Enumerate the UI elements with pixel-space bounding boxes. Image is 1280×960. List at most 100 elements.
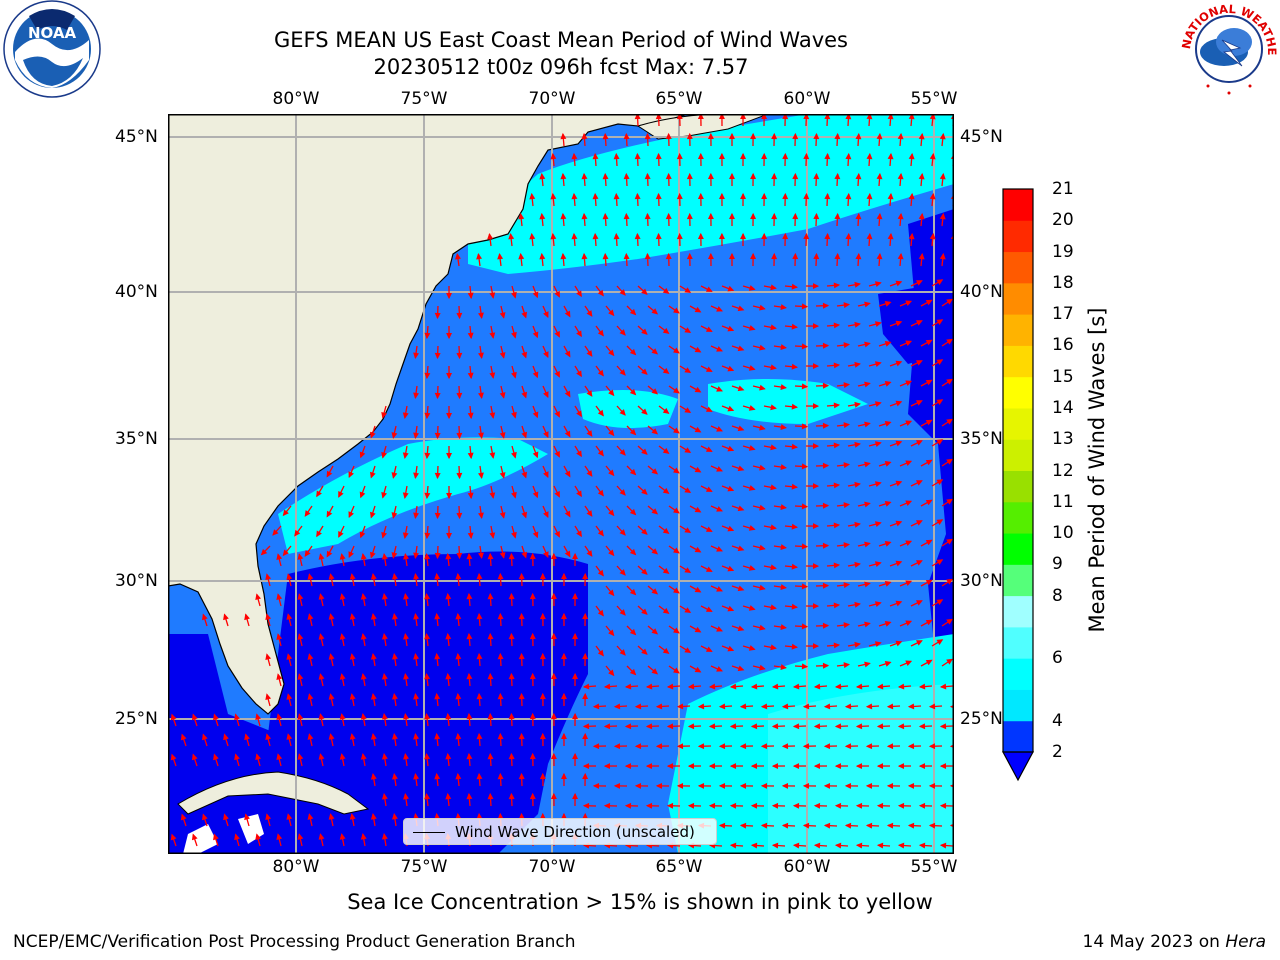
wave-period-map — [168, 114, 954, 854]
wave-arrow-head — [673, 467, 680, 474]
wave-arrow-head — [478, 512, 484, 520]
wave-arrow-head — [833, 282, 841, 289]
wave-arrow-head — [297, 673, 304, 680]
wave-arrow-head — [446, 532, 453, 540]
wave-arrow-head — [582, 692, 589, 700]
wave-arrow-head — [543, 351, 549, 359]
wave-arrow-head — [339, 633, 346, 640]
wave-arrow-head — [792, 212, 799, 220]
wave-arrow-head — [727, 405, 735, 412]
wave-arrow-head — [276, 753, 283, 760]
wave-arrow-head — [684, 487, 692, 493]
wave-arrow-head — [665, 212, 672, 220]
wave-arrow-head — [467, 492, 474, 500]
wave-arrow-head — [936, 599, 944, 605]
wave-arrow-head — [554, 410, 560, 418]
wave-arrow-head — [718, 782, 726, 789]
wave-arrow-head — [843, 542, 851, 549]
wave-arrow-head — [864, 421, 871, 428]
wave-arrow-head — [369, 551, 376, 559]
wave-arrow-head — [897, 723, 905, 730]
wave-arrow-head — [833, 522, 841, 529]
wave-arrow-head — [497, 772, 504, 780]
lon-tick-bottom-60w: 60°W — [783, 857, 831, 877]
wave-arrow-head — [381, 491, 387, 499]
wave-arrow-head — [455, 732, 462, 740]
cyan-region-southeast-inner — [768, 684, 954, 854]
wave-arrow-head — [576, 490, 582, 498]
wave-arrow-head — [686, 252, 693, 260]
wave-arrow-head — [750, 763, 758, 770]
wave-arrow-head — [651, 588, 659, 595]
wave-arrow-head — [895, 280, 903, 287]
wave-arrow-head — [843, 662, 851, 669]
wave-arrow-head — [560, 212, 567, 220]
wave-arrow-head — [895, 520, 903, 527]
wave-arrow-head — [641, 448, 648, 455]
wave-arrow-head — [676, 152, 683, 160]
wave-arrow-head — [592, 152, 599, 160]
wave-arrow-head — [705, 446, 713, 452]
wave-arrow-head — [202, 733, 208, 741]
wave-arrow-head — [445, 752, 452, 760]
wave-arrow-head — [413, 432, 420, 440]
wave-arrow-head — [550, 632, 557, 640]
wave-arrow-head — [854, 641, 861, 648]
wave-arrow-head — [456, 432, 463, 440]
wave-arrow-head — [771, 802, 779, 809]
wave-arrow-head — [360, 553, 367, 560]
deep-region-south — [268, 551, 588, 854]
wave-arrow-head — [391, 472, 398, 479]
wave-arrow-head — [925, 339, 933, 346]
wave-arrow-head — [597, 569, 604, 577]
wave-arrow-head — [801, 583, 809, 590]
wave-arrow-head — [202, 813, 208, 821]
wave-arrow-head — [424, 492, 431, 500]
wave-arrow-head — [602, 132, 609, 140]
wave-arrow-head — [608, 629, 615, 637]
wave-arrow-head — [424, 792, 431, 800]
wave-arrow-head — [608, 389, 615, 397]
wave-arrow-head — [597, 489, 604, 497]
wave-arrow-head — [918, 172, 925, 180]
wave-arrow-head — [564, 310, 571, 318]
colorbar-tick-label: 4 — [1052, 710, 1063, 731]
wave-arrow-head — [684, 447, 692, 453]
wave-arrow-head — [737, 505, 745, 512]
wave-arrow-head — [550, 552, 557, 560]
colorbar-bin — [1003, 282, 1033, 315]
wave-arrow-head — [844, 822, 852, 829]
wave-arrow-head — [897, 252, 904, 260]
wave-arrow-head — [487, 552, 494, 560]
wave-arrow-head — [905, 420, 913, 427]
wave-arrow-head — [864, 381, 871, 388]
wave-arrow-head — [687, 723, 695, 730]
map-frame — [168, 114, 954, 854]
wave-arrow-head — [655, 192, 662, 200]
wave-arrow-head — [748, 445, 756, 451]
wave-arrow-head — [349, 733, 356, 740]
wave-arrow-head — [759, 544, 766, 551]
wave-arrow-head — [223, 733, 229, 741]
lon-tick-bottom-65w: 65°W — [655, 857, 703, 877]
nws-logo: NATIONAL WEATHER SERVICE — [1178, 0, 1279, 96]
wave-arrow-head — [694, 666, 702, 673]
wave-arrow-head — [641, 368, 648, 375]
wave-arrow-head — [823, 743, 831, 750]
wave-arrow-head — [801, 543, 809, 550]
wave-arrow-head — [476, 572, 483, 580]
wave-direction-arrows — [170, 114, 954, 849]
wave-arrow-head — [455, 772, 462, 780]
wave-arrow-head — [446, 332, 453, 340]
wave-arrow-head — [529, 792, 536, 800]
wave-arrow-head — [597, 449, 604, 457]
wave-arrow-head — [916, 400, 923, 406]
wave-arrow-head — [619, 569, 626, 576]
wave-arrow-head — [466, 712, 473, 720]
wave-arrow-head — [780, 344, 788, 350]
wave-arrow-head — [759, 464, 766, 471]
wave-arrow-head — [929, 232, 936, 240]
wave-arrow-head — [613, 152, 620, 160]
wave-arrow-head — [687, 763, 695, 770]
wave-arrow-head — [780, 304, 788, 310]
